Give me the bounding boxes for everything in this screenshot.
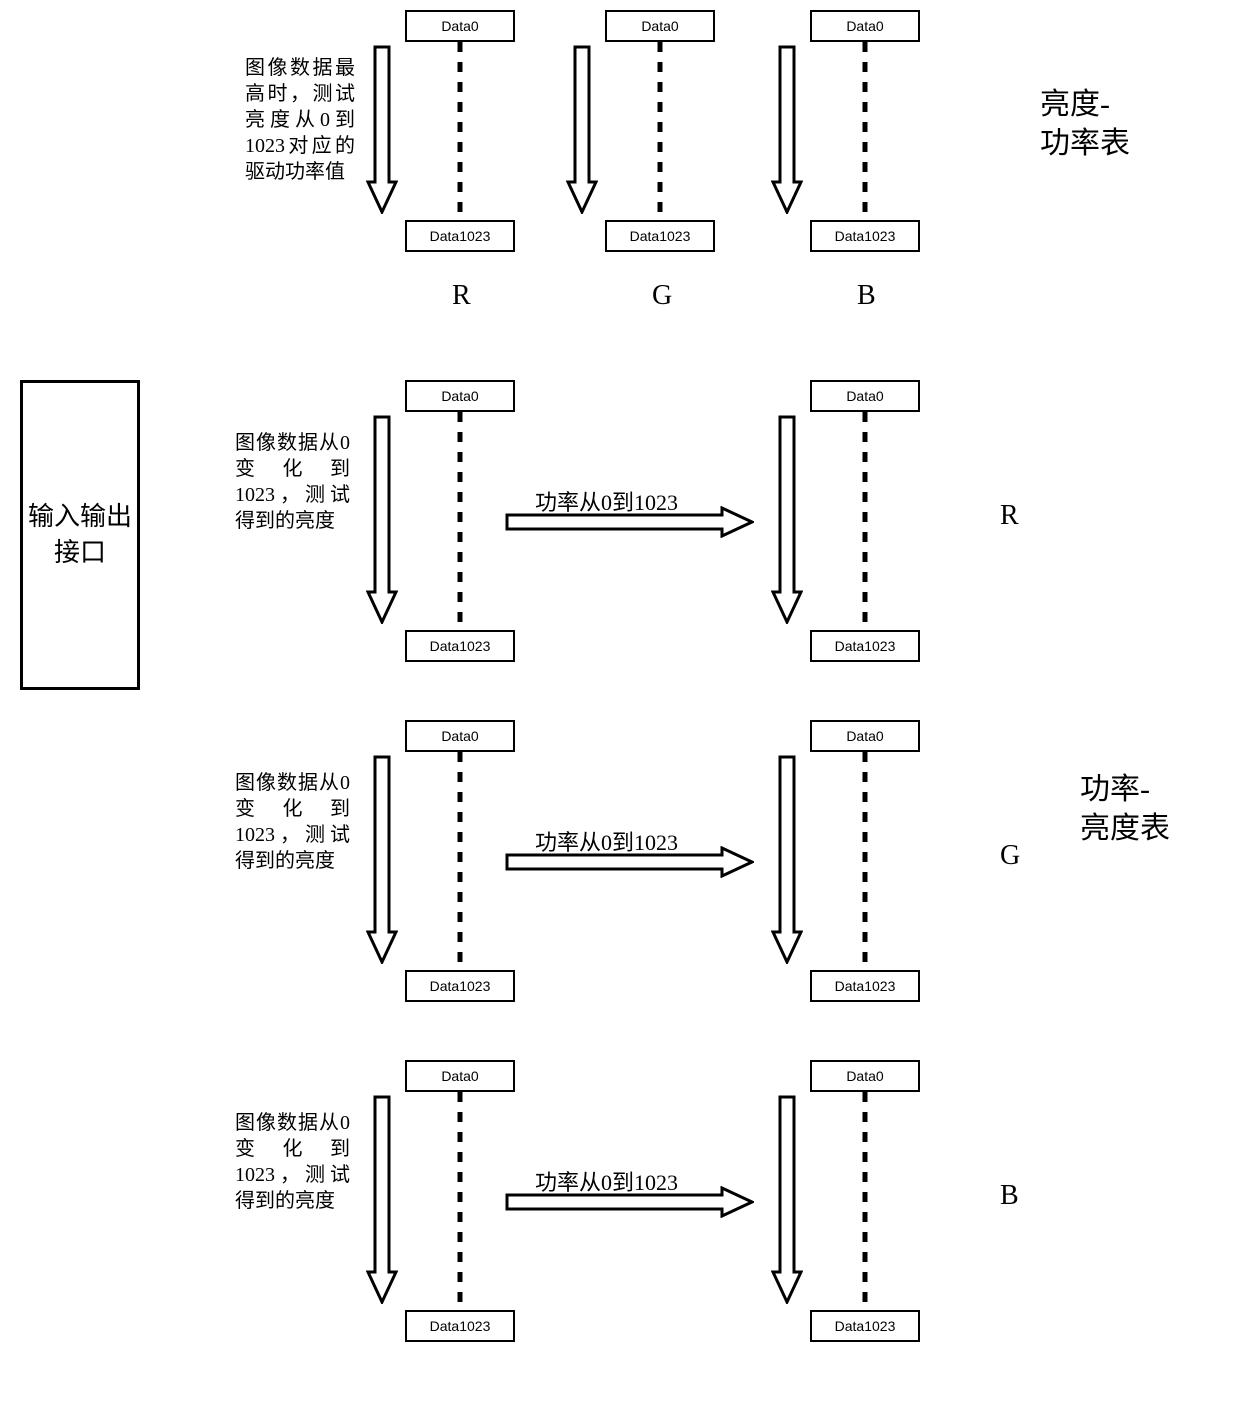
data-box-top: Data0 bbox=[605, 10, 715, 42]
brightness-power-table-label: 亮度- 功率表 bbox=[1040, 85, 1130, 163]
down-arrow-icon bbox=[366, 755, 398, 964]
data-box-top: Data0 bbox=[810, 380, 920, 412]
data-box-bottom: Data1023 bbox=[810, 630, 920, 662]
harrow-label-G: 功率从0到1023 bbox=[535, 825, 678, 857]
rgb-label-B: B bbox=[857, 280, 876, 312]
data-box-bottom: Data1023 bbox=[405, 630, 515, 662]
data-box-top: Data0 bbox=[810, 1060, 920, 1092]
data-box-top: Data0 bbox=[810, 10, 920, 42]
dashed-connector bbox=[860, 752, 870, 970]
dashed-connector bbox=[455, 42, 465, 220]
harrow-label-R: 功率从0到1023 bbox=[535, 485, 678, 517]
down-arrow-icon bbox=[771, 1095, 803, 1304]
data-box-bottom: Data1023 bbox=[605, 220, 715, 252]
dashed-connector bbox=[455, 1092, 465, 1310]
row-rgb-label-G: G bbox=[1000, 840, 1020, 872]
top-desc: 图像数据最高时，测试亮度从0到1023对应的驱动功率值 bbox=[245, 55, 355, 185]
rgb-label-G: G bbox=[652, 280, 672, 312]
power-brightness-table-label: 功率- 亮度表 bbox=[1080, 770, 1170, 848]
dashed-connector bbox=[455, 412, 465, 630]
row-rgb-label-R: R bbox=[1000, 500, 1019, 532]
dashed-connector bbox=[455, 752, 465, 970]
data-box-bottom: Data1023 bbox=[810, 1310, 920, 1342]
down-arrow-icon bbox=[771, 415, 803, 624]
data-box-bottom: Data1023 bbox=[405, 970, 515, 1002]
down-arrow-icon bbox=[566, 45, 598, 214]
dashed-connector bbox=[860, 412, 870, 630]
dashed-connector bbox=[655, 42, 665, 220]
rgb-label-R: R bbox=[452, 280, 471, 312]
down-arrow-icon bbox=[366, 415, 398, 624]
data-box-top: Data0 bbox=[405, 1060, 515, 1092]
data-box-bottom: Data1023 bbox=[810, 220, 920, 252]
down-arrow-icon bbox=[366, 1095, 398, 1304]
dashed-connector bbox=[860, 42, 870, 220]
dashed-connector bbox=[860, 1092, 870, 1310]
row-desc-R: 图像数据从0变化到1023，测试得到的亮度 bbox=[235, 430, 350, 534]
data-box-bottom: Data1023 bbox=[405, 1310, 515, 1342]
data-box-top: Data0 bbox=[405, 720, 515, 752]
down-arrow-icon bbox=[366, 45, 398, 214]
data-box-top: Data0 bbox=[405, 380, 515, 412]
down-arrow-icon bbox=[771, 755, 803, 964]
data-box-bottom: Data1023 bbox=[810, 970, 920, 1002]
row-desc-G: 图像数据从0变化到1023，测试得到的亮度 bbox=[235, 770, 350, 874]
row-rgb-label-B: B bbox=[1000, 1180, 1019, 1212]
row-desc-B: 图像数据从0变化到1023，测试得到的亮度 bbox=[235, 1110, 350, 1214]
data-box-top: Data0 bbox=[405, 10, 515, 42]
diagram-canvas: 输入输出 接口 图像数据最高时，测试亮度从0到1023对应的驱动功率值 亮度- 功率… bbox=[0, 0, 1240, 1422]
down-arrow-icon bbox=[771, 45, 803, 214]
data-box-bottom: Data1023 bbox=[405, 220, 515, 252]
io-box: 输入输出 接口 bbox=[20, 380, 140, 690]
data-box-top: Data0 bbox=[810, 720, 920, 752]
harrow-label-B: 功率从0到1023 bbox=[535, 1165, 678, 1197]
